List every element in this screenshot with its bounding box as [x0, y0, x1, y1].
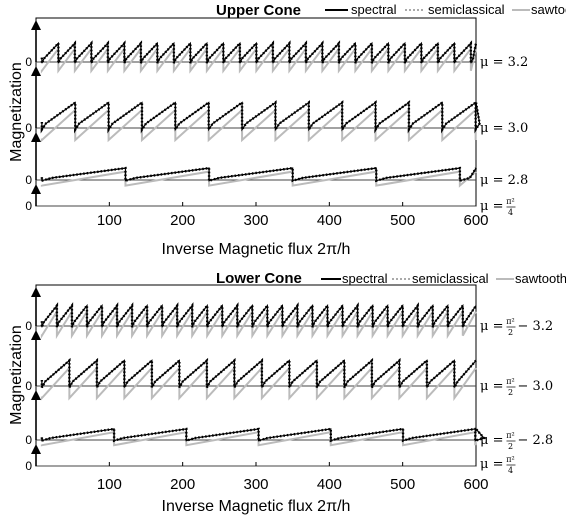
mu-label: μ =	[480, 199, 503, 214]
sawtooth-series	[40, 365, 477, 402]
zero-tick-label: 0	[25, 379, 32, 393]
mu-label-value: 2.8	[508, 173, 529, 188]
x-tick-label: 600	[463, 212, 488, 229]
semiclassical-series	[40, 427, 487, 443]
semiclassical-series	[40, 40, 478, 64]
legend-label-sawtooth: sawtooth	[531, 2, 566, 17]
mu-label-denominator: 2	[508, 388, 513, 397]
y-axis-arrowhead	[31, 20, 41, 30]
mu-label: μ = 2.8	[480, 173, 528, 188]
x-ticks-upper: 100 200 300 400 500 600	[97, 202, 489, 229]
mu-label-prefix: μ =	[480, 319, 503, 334]
sawtooth-series	[40, 45, 477, 74]
semiclassical-series	[40, 100, 481, 134]
zero-tick-label: 0	[25, 55, 32, 69]
mu-label-prefix: μ =	[480, 121, 508, 136]
x-axis-label-lower: Inverse Magnetic flux 2π/h	[162, 498, 351, 515]
mu-label-denominator: 2	[508, 328, 513, 337]
zero-tick-label: 0	[25, 173, 32, 187]
chart-title-lower: Lower Cone	[216, 270, 302, 287]
y-axis-arrowhead	[31, 184, 41, 194]
panel-upper: Upper Cone spectral semiclassical sawtoo…	[8, 2, 566, 258]
y-axis-arrowhead	[31, 66, 41, 76]
x-tick-label: 400	[317, 476, 342, 493]
mu-label-numerator: π²	[506, 431, 514, 440]
x-tick-label: 100	[97, 212, 122, 229]
mu-labels-lower: μ = π² 2 − 3.2 μ = π² 2 − 3.0 μ = π² 2 − 2.8 μ…	[480, 317, 553, 475]
mu-label-value: 3.2	[508, 55, 529, 70]
mu-label-suffix: − 3.0	[517, 379, 553, 394]
x-tick-label: 500	[390, 212, 415, 229]
traces-lower: 0 0 0 0	[25, 287, 487, 473]
y-axis-arrowhead	[31, 330, 41, 340]
semiclassical-series	[40, 302, 477, 328]
zero-tick-label: 0	[25, 433, 32, 447]
chart-title-upper: Upper Cone	[216, 2, 301, 19]
x-tick-label: 300	[243, 212, 268, 229]
mu-label-denominator: 2	[508, 442, 513, 451]
mu-label-numerator: π²	[506, 455, 514, 464]
zero-tick-label: 0	[25, 459, 32, 473]
x-tick-label: 600	[463, 476, 488, 493]
legend-label-semiclassical: semiclassical	[428, 2, 505, 17]
mu-label-denominator: 4	[508, 208, 513, 217]
x-tick-label: 200	[170, 476, 195, 493]
mu-label-prefix: μ =	[480, 173, 508, 188]
mu-label-suffix: − 2.8	[517, 433, 553, 448]
zero-tick-label: 0	[25, 199, 32, 213]
x-tick-label: 300	[243, 476, 268, 493]
panel-lower: Lower Cone spectral semiclassical sawtoo…	[8, 270, 566, 515]
mu-label-prefix: μ =	[480, 457, 503, 472]
y-axis-arrowhead	[31, 287, 41, 297]
mu-label-prefix: μ =	[480, 199, 503, 214]
legend-label-sawtooth: sawtooth	[515, 271, 566, 286]
legend-upper: spectral semiclassical sawtooth	[325, 2, 566, 17]
mu-label: μ =	[480, 319, 503, 334]
y-axis-arrowhead	[31, 390, 41, 400]
x-tick-label: 100	[97, 476, 122, 493]
zero-tick-label: 0	[25, 319, 32, 333]
x-ticks-lower: 100 200 300 400 500 600	[97, 462, 489, 493]
legend-label-spectral: spectral	[351, 2, 397, 17]
legend-label-semiclassical: semiclassical	[412, 271, 489, 286]
mu-labels-upper: μ = 3.2μ = 3.0μ = 2.8μ = π²4	[480, 55, 528, 217]
legend-label-spectral: spectral	[342, 271, 388, 286]
x-axis-label-upper: Inverse Magnetic flux 2π/h	[162, 241, 351, 258]
legend-lower: spectral semiclassical sawtooth	[321, 271, 566, 286]
mu-label-denominator: 4	[508, 466, 513, 475]
y-axis-label-upper: Magnetization	[8, 62, 25, 162]
mu-label-prefix: μ =	[480, 379, 503, 394]
mu-label-numerator: π²	[506, 197, 514, 206]
semiclassical-series	[40, 357, 477, 389]
x-tick-label: 500	[390, 476, 415, 493]
mu-label-value: 3.0	[508, 121, 529, 136]
mu-label: μ =	[480, 379, 503, 394]
y-axis-arrowhead	[31, 132, 41, 142]
x-tick-label: 200	[170, 212, 195, 229]
y-axis-label-lower: Magnetization	[8, 325, 25, 425]
mu-label: μ = 3.2	[480, 55, 528, 70]
mu-label-numerator: π²	[506, 317, 514, 326]
mu-label: μ =	[480, 433, 503, 448]
zero-tick-label: 0	[25, 121, 32, 135]
semiclassical-series	[40, 166, 478, 183]
y-axis-arrowhead	[31, 444, 41, 454]
mu-label-suffix: − 3.2	[517, 319, 553, 334]
traces-upper: 0 0 0 0	[25, 20, 481, 213]
mu-label: μ =	[480, 457, 503, 472]
mu-label-prefix: μ =	[480, 55, 508, 70]
x-tick-label: 400	[317, 212, 342, 229]
mu-label-numerator: π²	[506, 377, 514, 386]
mu-label-prefix: μ =	[480, 433, 503, 448]
mu-label: μ = 3.0	[480, 121, 528, 136]
